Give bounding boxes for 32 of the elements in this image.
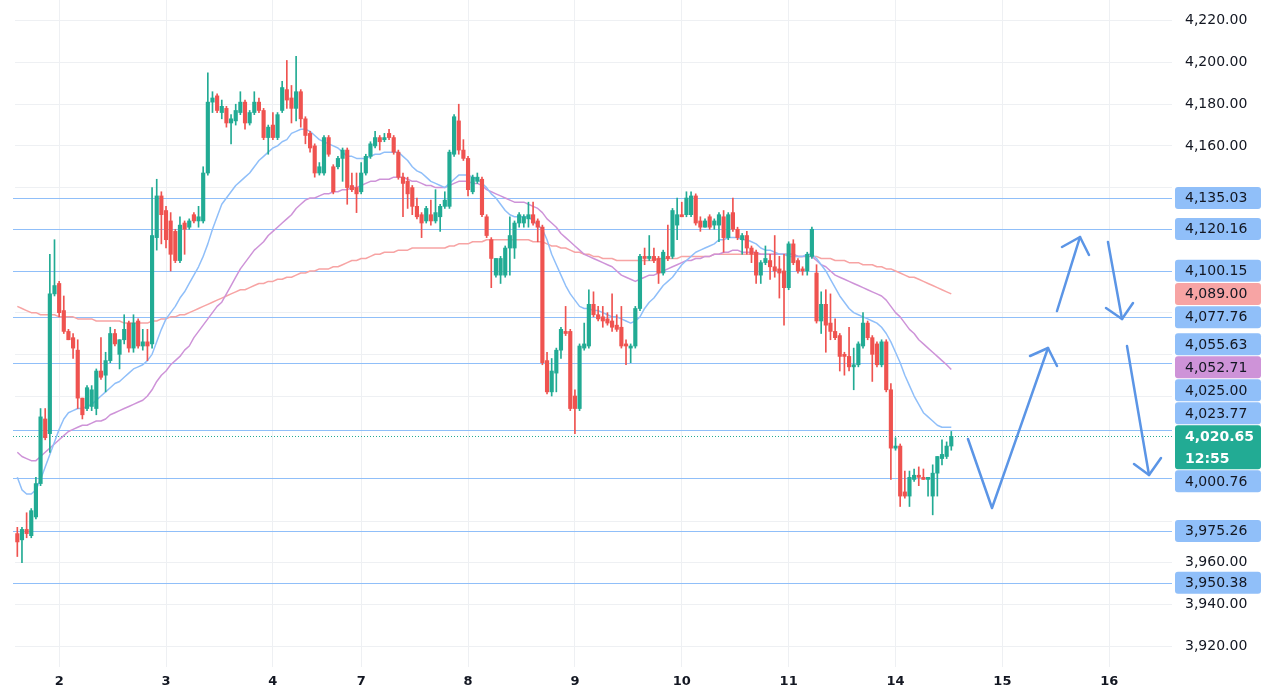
x-tick-label: 11 <box>779 673 798 689</box>
ref-line-label: 4,077.76 <box>1185 308 1248 325</box>
ref-line-label: 3,950.38 <box>1185 573 1248 590</box>
x-tick-label: 14 <box>886 673 905 689</box>
text: 4,052.71 <box>1185 358 1248 375</box>
y-tick-label: 3,940.00 <box>1185 595 1248 612</box>
ref-line-label: 4,120.16 <box>1185 220 1248 237</box>
ref-line-label: 4,000.76 <box>1185 472 1248 489</box>
ref-line-label: 4,023.77 <box>1185 404 1248 421</box>
y-tick-label: 3,960.00 <box>1185 553 1248 570</box>
x-tick-label: 7 <box>356 673 366 689</box>
y-tick-label: 4,200.00 <box>1185 53 1248 70</box>
ref-line-label: 4,055.63 <box>1185 335 1248 352</box>
x-tick-label: 8 <box>463 673 473 689</box>
x-tick-label: 3 <box>161 673 171 689</box>
x-tick-label: 10 <box>672 673 691 689</box>
ref-line-label: 4,135.03 <box>1185 189 1248 206</box>
x-tick-label: 9 <box>570 673 580 689</box>
x-tick-label: 2 <box>54 673 64 689</box>
text: 4,025.00 <box>1185 381 1248 398</box>
x-tick-label: 16 <box>1100 673 1119 689</box>
x-tick-label: 15 <box>993 673 1012 689</box>
ref-line-label: 4,020.65 <box>1185 427 1255 444</box>
y-tick-label: 4,220.00 <box>1185 11 1248 28</box>
ref-line-label: 4,100.15 <box>1185 261 1248 278</box>
ref-line-label: 3,975.26 <box>1185 522 1248 539</box>
y-tick-label: 4,160.00 <box>1185 136 1248 153</box>
y-tick-label: 3,920.00 <box>1185 636 1248 653</box>
y-tick-label: 4,180.00 <box>1185 94 1248 111</box>
text: 4,089.00 <box>1185 285 1248 302</box>
text: 12:55 <box>1185 449 1230 466</box>
x-tick-label: 4 <box>268 673 278 689</box>
